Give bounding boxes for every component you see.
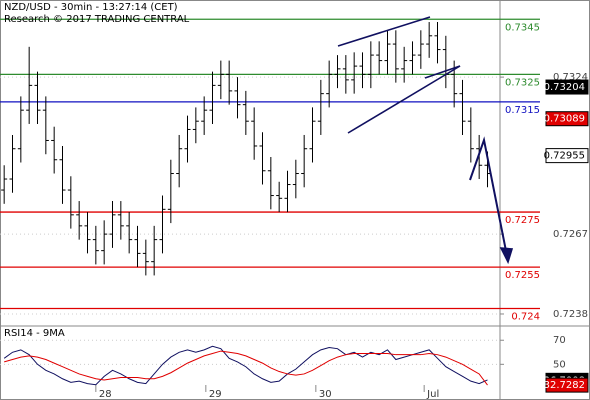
y-tick-label: 0.7324 <box>553 72 588 83</box>
x-tick-label: 29 <box>209 389 222 400</box>
price-marker <box>545 111 589 127</box>
chart-subtitle: Research © 2017 TRADING CENTRAL <box>4 14 190 25</box>
level-label: 0.7315 <box>505 105 540 116</box>
level-label: 0.724 <box>511 311 540 322</box>
level-label: 0.7345 <box>505 22 540 33</box>
price-marker-label: 0.73204 <box>544 82 585 93</box>
price-marker <box>545 377 589 393</box>
level-label: 0.7325 <box>505 77 540 88</box>
wedge-lower <box>347 65 461 134</box>
level-label: 0.7255 <box>505 270 540 281</box>
y-tick-label: 0.7267 <box>553 229 588 240</box>
level-label: 0.7275 <box>505 215 540 226</box>
arrow-head <box>499 247 514 265</box>
x-tick-label: Jul <box>426 389 439 400</box>
rsi-title: RSI14 - 9MA <box>4 328 65 339</box>
price-marker-label: 32.7282 <box>544 380 585 391</box>
series-line <box>4 350 488 386</box>
price-marker-label: 0.73089 <box>544 114 585 125</box>
wedge-upper <box>337 16 431 47</box>
y-tick-label: 50 <box>553 359 566 370</box>
price-marker <box>545 148 589 164</box>
x-tick-label: 30 <box>319 389 332 400</box>
x-tick-label: 28 <box>99 389 112 400</box>
y-tick-label: 0.7238 <box>553 309 588 320</box>
chart-title: NZD/USD - 30min - 13:27:14 (CET) <box>4 2 178 13</box>
wedge-lower-extension <box>424 65 461 79</box>
forecast-arrow <box>469 136 508 257</box>
marks: 0.7324 0.7267 0.7238 0.7345 0.7325 0.7315 0.72… <box>0 18 589 400</box>
price-marker-label: 0.72955 <box>544 151 585 162</box>
trend-lines <box>337 16 514 265</box>
series-line <box>3 345 488 386</box>
y-tick-label: 70 <box>553 335 566 346</box>
price-marker <box>545 79 589 95</box>
